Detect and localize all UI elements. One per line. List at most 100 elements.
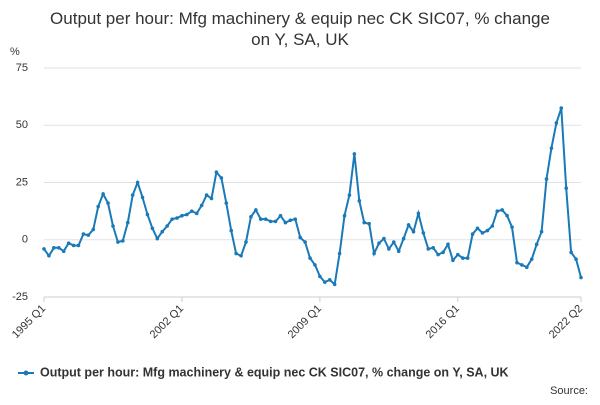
data-point bbox=[318, 274, 322, 279]
data-point bbox=[199, 203, 204, 208]
data-point bbox=[81, 232, 86, 236]
data-point bbox=[175, 216, 179, 220]
y-tick-label: 25 bbox=[16, 176, 28, 188]
legend-marker bbox=[23, 370, 29, 376]
data-point bbox=[574, 257, 578, 262]
data-point bbox=[155, 236, 160, 241]
data-point bbox=[480, 231, 485, 235]
data-point bbox=[451, 258, 455, 263]
data-point bbox=[91, 227, 96, 232]
data-point bbox=[56, 245, 61, 250]
data-point bbox=[357, 199, 362, 203]
data-point bbox=[303, 240, 307, 244]
data-point bbox=[71, 243, 76, 248]
data-point bbox=[96, 204, 100, 209]
data-point bbox=[500, 208, 504, 212]
data-point bbox=[150, 226, 155, 231]
data-point bbox=[367, 221, 371, 226]
data-point bbox=[268, 219, 273, 224]
data-point bbox=[170, 217, 174, 221]
data-point bbox=[441, 250, 445, 255]
x-tick-label: 1995 Q1 bbox=[10, 303, 48, 341]
data-point bbox=[283, 220, 288, 225]
data-point bbox=[145, 212, 150, 217]
data-point bbox=[529, 257, 534, 262]
data-point bbox=[401, 236, 406, 241]
x-tick-label: 2022 Q2 bbox=[547, 303, 585, 341]
data-point bbox=[278, 213, 283, 218]
data-line bbox=[43, 107, 582, 287]
data-point bbox=[352, 152, 357, 156]
data-point bbox=[263, 217, 268, 221]
data-point bbox=[135, 180, 140, 185]
data-point bbox=[549, 146, 554, 150]
data-point bbox=[106, 201, 110, 205]
chart-title: Output per hour: Mfg machinery & equip n… bbox=[50, 9, 550, 49]
data-point bbox=[387, 247, 391, 251]
data-point bbox=[377, 241, 381, 245]
data-point bbox=[362, 220, 367, 225]
data-point bbox=[185, 212, 189, 217]
data-point bbox=[416, 211, 421, 216]
data-point bbox=[323, 280, 327, 284]
data-point bbox=[258, 217, 263, 221]
data-point bbox=[298, 235, 302, 240]
y-tick-label: -25 bbox=[12, 291, 28, 303]
data-point bbox=[372, 251, 376, 256]
title-line: on Y, SA, UK bbox=[251, 30, 349, 49]
data-point bbox=[426, 247, 431, 251]
data-point bbox=[66, 241, 71, 245]
data-point bbox=[273, 219, 278, 224]
data-point bbox=[116, 240, 120, 244]
data-point bbox=[465, 256, 470, 260]
data-point bbox=[559, 106, 564, 110]
data-point bbox=[229, 228, 234, 233]
data-point bbox=[470, 232, 475, 236]
data-point bbox=[224, 201, 229, 205]
data-point bbox=[520, 263, 524, 267]
data-point bbox=[189, 209, 194, 213]
data-point bbox=[569, 250, 573, 255]
data-point bbox=[194, 211, 199, 216]
data-point bbox=[446, 242, 450, 247]
y-tick-label: 75 bbox=[16, 62, 28, 74]
data-point bbox=[209, 196, 214, 201]
data-point bbox=[327, 278, 332, 282]
data-point bbox=[456, 252, 460, 257]
data-point bbox=[564, 186, 569, 191]
data-point bbox=[219, 176, 224, 180]
data-point bbox=[406, 223, 411, 227]
data-point bbox=[52, 245, 56, 250]
data-point bbox=[579, 275, 583, 280]
data-point bbox=[180, 213, 184, 218]
source: Source: bbox=[550, 385, 588, 397]
data-point bbox=[165, 224, 169, 228]
data-point bbox=[475, 226, 480, 231]
data-point bbox=[431, 245, 436, 250]
data-point bbox=[411, 229, 416, 234]
data-point bbox=[515, 260, 519, 265]
data-point bbox=[332, 282, 337, 287]
data-point bbox=[42, 247, 46, 251]
data-point bbox=[382, 236, 386, 241]
data-point bbox=[111, 224, 115, 228]
data-point bbox=[254, 208, 258, 212]
data-point bbox=[460, 256, 465, 260]
data-point bbox=[204, 193, 209, 197]
data-point bbox=[342, 213, 347, 218]
y-axis-label: % bbox=[10, 46, 20, 58]
data-point bbox=[436, 252, 440, 257]
data-point bbox=[214, 170, 219, 174]
y-tick-label: 50 bbox=[16, 119, 28, 131]
legend-label: Output per hour: Mfg machinery & equip n… bbox=[40, 365, 509, 379]
title-line: Output per hour: Mfg machinery & equip n… bbox=[50, 9, 550, 28]
y-tick-label: 0 bbox=[22, 234, 28, 246]
data-point bbox=[121, 239, 125, 243]
data-point bbox=[239, 253, 243, 258]
data-point bbox=[288, 218, 293, 223]
data-point bbox=[160, 229, 165, 234]
data-point bbox=[495, 209, 500, 213]
data-point bbox=[308, 256, 312, 260]
data-point bbox=[534, 242, 539, 247]
